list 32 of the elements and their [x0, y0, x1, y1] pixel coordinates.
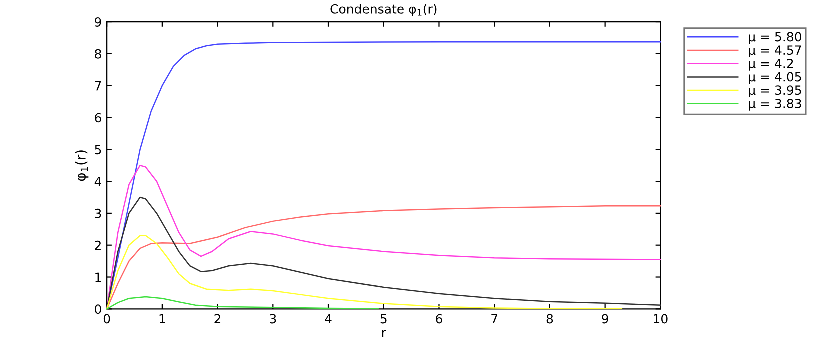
legend-label: μ = 4.57: [749, 46, 802, 58]
y-tick-label: 7: [95, 81, 102, 91]
x-tick-label: 0: [104, 314, 110, 324]
line-series: [106, 296, 379, 310]
x-tick-label: 6: [436, 314, 442, 324]
legend-label: μ = 4.05: [749, 72, 802, 84]
x-tick-label: 1: [160, 314, 166, 324]
y-tick-label: 6: [95, 113, 102, 123]
y-tick-label: 0: [95, 304, 102, 314]
chart-title: Condensate φ$_{1}$(r): [330, 4, 437, 16]
x-tick-label: 4: [325, 314, 332, 324]
legend-label: μ = 3.83: [749, 98, 802, 111]
legend-label: μ = 3.95: [749, 86, 802, 98]
y-tick-label: 8: [95, 49, 102, 59]
x-tick-label: 7: [492, 314, 498, 324]
y-tick-label: 1: [96, 272, 102, 282]
y-axis-title: φ$_{1}$(r): [75, 150, 89, 182]
x-tick-label: 8: [546, 314, 554, 324]
x-tick-label: 5: [380, 314, 387, 324]
y-tick-label: 4: [94, 177, 102, 186]
x-tick-label: 9: [602, 314, 608, 324]
y-tick-label: 3: [95, 208, 102, 218]
x-tick-label: 2: [214, 314, 221, 324]
y-tick-label: 2: [95, 240, 101, 250]
x-tick-label: 3: [270, 314, 276, 324]
line-series: [106, 235, 623, 310]
x-tick-label: 10: [654, 314, 668, 324]
y-tick-label: 9: [95, 18, 102, 27]
x-axis-title: r: [382, 330, 386, 338]
y-tick-label: 5: [95, 145, 102, 155]
legend-label: μ = 5.80: [749, 32, 802, 44]
legend-label: μ = 4.2: [749, 58, 794, 71]
